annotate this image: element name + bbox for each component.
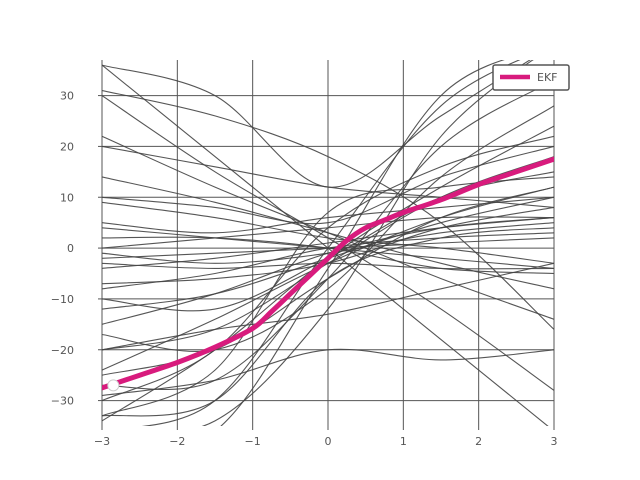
y-tick-label: 0	[67, 242, 74, 255]
background-curve	[102, 201, 554, 264]
y-tick-label: 20	[60, 140, 74, 153]
background-curve	[102, 176, 554, 417]
background-curve	[102, 176, 554, 290]
background-curve	[201, 60, 534, 426]
legend: EKF	[492, 64, 570, 91]
background-curve	[102, 196, 554, 234]
y-tick-label: 30	[60, 90, 74, 103]
start-marker	[107, 379, 120, 392]
background-curve	[102, 217, 554, 269]
x-tick-label: −3	[94, 435, 110, 448]
markers	[107, 379, 120, 392]
background-curve	[102, 222, 554, 264]
background-curve	[102, 348, 554, 397]
x-tick-label: 2	[475, 435, 482, 448]
series-line-ekf	[102, 156, 554, 391]
x-tick-label: −2	[169, 435, 185, 448]
background-curve	[102, 105, 554, 352]
legend-box	[492, 64, 570, 91]
x-tick-label: 0	[325, 435, 332, 448]
x-tick-label: 1	[400, 435, 407, 448]
y-tick-label: −20	[51, 344, 74, 357]
background-curve	[102, 60, 531, 188]
x-tick-label: 3	[551, 435, 558, 448]
background-curve	[102, 216, 554, 249]
x-tick-label: −1	[245, 435, 261, 448]
background-curve	[102, 206, 554, 285]
x-axis: −3 −2 −1 0 1 2 3	[94, 426, 558, 448]
background-curve	[102, 145, 554, 225]
y-tick-label: 10	[60, 191, 74, 204]
y-tick-label: −30	[51, 395, 74, 408]
background-curve	[102, 236, 554, 275]
background-curve	[102, 262, 554, 351]
y-axis: −30 −20 −10 0 10 20 30	[51, 90, 102, 408]
y-tick-label: −10	[51, 293, 74, 306]
background-curve	[220, 60, 505, 426]
background-curve	[102, 89, 554, 330]
legend-label-ekf: EKF	[537, 71, 558, 84]
series-layer	[102, 156, 554, 391]
